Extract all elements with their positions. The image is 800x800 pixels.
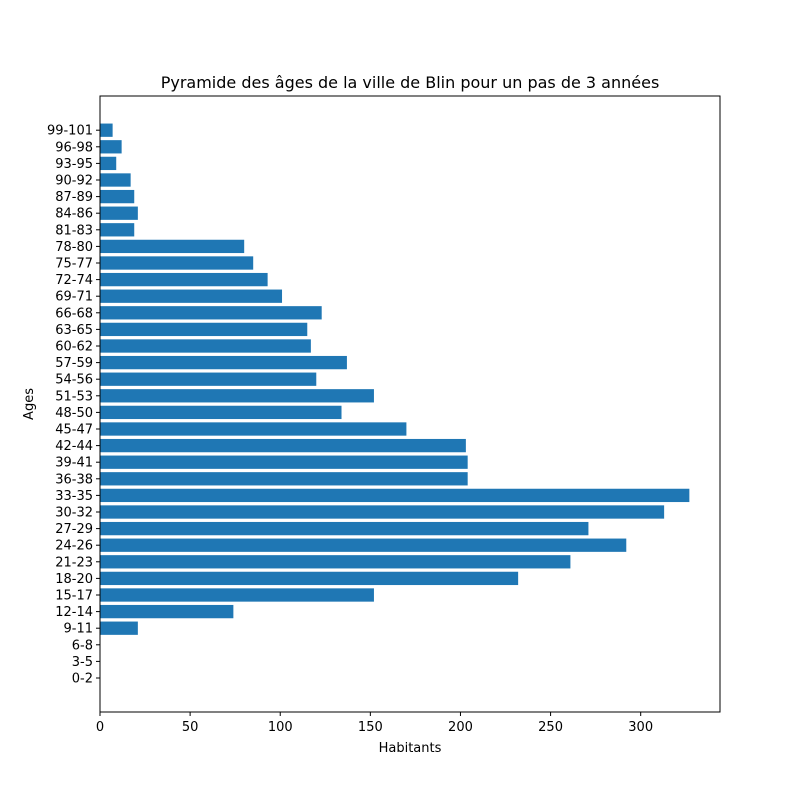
bar-60-62 bbox=[100, 339, 311, 353]
bar-39-41 bbox=[100, 455, 468, 469]
bar-87-89 bbox=[100, 189, 135, 204]
x-tick-label: 300 bbox=[628, 720, 653, 735]
y-tick-label: 6-8 bbox=[72, 638, 93, 653]
x-tick-label: 200 bbox=[448, 720, 473, 735]
y-tick-label: 66-68 bbox=[55, 306, 93, 321]
x-tick-label: 100 bbox=[268, 720, 293, 735]
bar-78-80 bbox=[100, 239, 245, 254]
bar-12-14 bbox=[100, 604, 234, 619]
bar-69-71 bbox=[100, 289, 283, 303]
y-tick-label: 96-98 bbox=[55, 140, 93, 155]
bar-9-11 bbox=[100, 621, 138, 635]
y-tick-label: 36-38 bbox=[55, 472, 93, 487]
y-tick-label: 93-95 bbox=[55, 157, 93, 172]
bar-24-26 bbox=[100, 538, 627, 552]
y-tick-label: 51-53 bbox=[55, 389, 93, 404]
x-tick-label: 50 bbox=[182, 720, 199, 735]
y-tick-label: 18-20 bbox=[55, 572, 93, 587]
x-tick-label: 250 bbox=[538, 720, 563, 735]
bar-66-68 bbox=[100, 306, 322, 320]
y-tick-label: 33-35 bbox=[55, 489, 93, 504]
y-axis-title: Ages bbox=[22, 388, 37, 420]
plot-frame bbox=[99, 95, 721, 713]
y-tick-label: 30-32 bbox=[55, 506, 93, 521]
bar-99-101 bbox=[100, 123, 113, 137]
bar-21-23 bbox=[100, 555, 571, 569]
y-tick-label: 9-11 bbox=[63, 622, 93, 637]
y-tick-label: 69-71 bbox=[55, 290, 93, 305]
y-tick-label: 72-74 bbox=[55, 273, 93, 288]
y-tick-label: 75-77 bbox=[55, 257, 93, 272]
bar-48-50 bbox=[100, 405, 342, 420]
y-tick-label: 60-62 bbox=[55, 340, 93, 355]
x-axis-ticks: 0 50 100 150 200 250 300 bbox=[96, 712, 653, 735]
y-tick-label: 63-65 bbox=[55, 323, 93, 338]
bar-36-38 bbox=[100, 472, 468, 486]
y-tick-label: 57-59 bbox=[55, 356, 93, 371]
bar-57-59 bbox=[100, 355, 347, 370]
bar-84-86 bbox=[100, 206, 138, 220]
bar-15-17 bbox=[100, 588, 374, 602]
bar-81-83 bbox=[100, 223, 135, 237]
bar-30-32 bbox=[100, 505, 665, 519]
y-tick-label: 15-17 bbox=[55, 589, 93, 604]
y-tick-label: 24-26 bbox=[55, 539, 93, 554]
x-tick-label: 0 bbox=[96, 720, 104, 735]
bar-96-98 bbox=[100, 140, 122, 154]
y-tick-label: 45-47 bbox=[55, 423, 93, 438]
bar-45-47 bbox=[100, 422, 407, 436]
x-tick-label: 150 bbox=[358, 720, 383, 735]
y-tick-label: 54-56 bbox=[55, 373, 93, 388]
y-tick-label: 84-86 bbox=[55, 207, 93, 222]
bar-93-95 bbox=[100, 156, 117, 171]
bar-72-74 bbox=[100, 272, 268, 287]
y-tick-label: 99-101 bbox=[47, 124, 93, 139]
y-tick-label: 42-44 bbox=[55, 439, 93, 454]
y-tick-label: 12-14 bbox=[55, 605, 93, 620]
y-tick-label: 0-2 bbox=[72, 672, 93, 687]
bar-75-77 bbox=[100, 256, 254, 270]
y-tick-label: 48-50 bbox=[55, 406, 93, 421]
bar-51-53 bbox=[100, 389, 374, 403]
bar-54-56 bbox=[100, 372, 317, 386]
bar-33-35 bbox=[100, 488, 690, 503]
bar-90-92 bbox=[100, 173, 131, 187]
y-tick-label: 78-80 bbox=[55, 240, 93, 255]
y-tick-label: 3-5 bbox=[72, 655, 93, 670]
bars-group bbox=[100, 123, 690, 635]
y-tick-label: 39-41 bbox=[55, 456, 93, 471]
y-tick-label: 90-92 bbox=[55, 174, 93, 189]
bar-18-20 bbox=[100, 571, 519, 586]
y-tick-label: 81-83 bbox=[55, 223, 93, 238]
y-tick-label: 21-23 bbox=[55, 555, 93, 570]
bar-42-44 bbox=[100, 438, 466, 453]
chart-title: Pyramide des âges de la ville de Blin po… bbox=[161, 73, 660, 92]
y-tick-label: 87-89 bbox=[55, 190, 93, 205]
bar-27-29 bbox=[100, 521, 589, 536]
x-axis-title: Habitants bbox=[379, 741, 442, 756]
bar-63-65 bbox=[100, 322, 308, 337]
y-tick-label: 27-29 bbox=[55, 522, 93, 537]
